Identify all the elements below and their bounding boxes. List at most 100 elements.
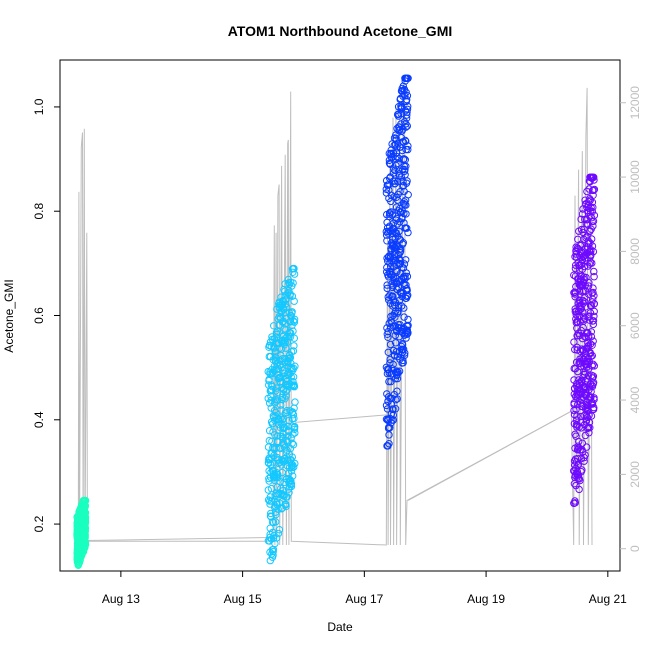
data-point [581,451,589,459]
data-point [578,439,587,447]
data-point [290,334,298,342]
data-point [396,125,404,134]
data-point [385,377,393,386]
y2-tick-label: 8000 [628,238,642,265]
data-point [384,327,392,336]
data-point [588,174,596,183]
data-point [403,95,411,104]
data-point [290,318,299,326]
data-point [266,524,274,532]
data-point [391,405,400,413]
data-point [275,526,284,534]
data-point [290,315,299,323]
data-point [288,453,296,461]
points-layer [73,74,599,569]
data-point [403,92,412,100]
data-point [291,398,299,406]
data-point [589,222,597,230]
data-point [286,317,295,325]
data-point [269,547,277,556]
data-point [394,196,402,204]
y-tick-label: 1.0 [32,98,46,115]
data-point [584,282,593,290]
data-point [290,425,299,433]
data-point [383,405,392,413]
altitude-connector [294,414,387,423]
data-point [81,538,90,546]
series-2 [264,264,299,565]
data-point [272,387,280,395]
data-point [288,308,296,316]
data-point [269,534,278,542]
data-point [287,482,296,491]
data-point [391,177,399,185]
y-tick-label: 0.4 [32,411,46,428]
data-point [581,314,589,323]
data-point [282,295,290,303]
data-point [400,304,408,312]
data-point [590,403,598,412]
data-point [582,303,590,311]
data-point [277,373,285,382]
data-point [281,287,289,295]
data-point [388,394,396,403]
data-point [404,321,412,330]
data-point [389,360,397,369]
data-point [398,341,407,349]
data-point [384,333,392,341]
data-point [578,466,586,474]
data-point [588,198,597,207]
data-point [585,185,593,193]
data-point [404,102,412,111]
data-point [391,339,400,347]
data-point [397,245,405,253]
data-point [388,365,396,373]
data-point [590,267,598,276]
data-point [574,367,582,376]
data-point [382,401,391,410]
data-point [585,418,594,427]
data-point [581,392,590,400]
data-point [387,149,395,158]
data-point [403,272,412,281]
data-point [265,427,274,435]
data-point [402,210,410,218]
data-point [585,313,593,321]
data-point [589,378,598,387]
data-point [403,224,411,232]
data-point [81,509,90,517]
data-point [283,493,291,501]
data-point [287,434,295,442]
data-point [588,207,597,216]
y-tick-label: 0.6 [32,307,46,324]
data-point [590,307,598,316]
data-point [403,177,411,185]
data-point [266,493,275,501]
y2-tick-label: 10000 [628,160,642,194]
x-tick-label: Aug 21 [589,592,627,606]
data-point [402,256,410,264]
data-point [589,203,597,212]
data-point [404,74,412,83]
data-point [588,341,596,349]
data-point [392,161,400,170]
data-point [289,377,297,386]
bottom-axis: Aug 13 Aug 15 Aug 17 Aug 19 Aug 21 [102,571,627,606]
data-point [590,211,599,220]
data-point [589,320,597,329]
data-point [268,464,277,472]
data-point [272,384,281,392]
data-point [585,429,593,437]
data-point [399,177,407,186]
data-point [404,228,412,237]
data-point [290,463,298,471]
data-point [400,351,409,360]
data-point [587,352,595,361]
right-axis: 0 2000 4000 6000 8000 10000 12000 [620,86,642,552]
data-point [267,385,276,394]
data-point [402,162,410,171]
data-point [384,348,392,356]
data-point [81,518,90,526]
data-point [268,382,276,391]
data-point [590,173,598,182]
